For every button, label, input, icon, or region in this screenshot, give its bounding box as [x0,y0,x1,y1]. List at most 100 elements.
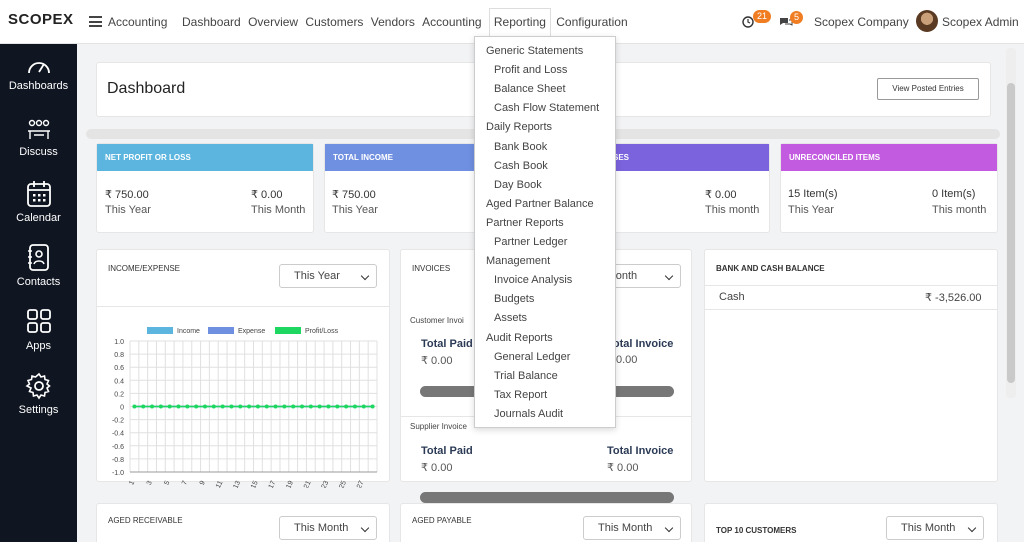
data-point [264,404,269,409]
x-tick-label: 25 [338,480,348,488]
user-menu[interactable]: Scopex Admin [942,15,1019,29]
divider [705,309,997,310]
kpi-label: This Year [788,204,834,216]
section-title: INCOME/EXPENSE [108,264,181,273]
menu-toggle-icon[interactable] [89,16,102,27]
legend-label: Income [177,328,200,335]
supplier-paid-progress-bar [420,492,674,503]
data-point [326,404,331,409]
income-expense-chart: Income Expense Profit/Loss 1.0 0.8 0.6 0.4 0.2 0… [112,327,378,488]
reporting-dropdown-menu: Generic Statements Profit and Loss Balance… [474,36,616,428]
aged-payable-period-select[interactable]: This Month [583,516,681,540]
data-point [229,404,234,409]
kpi-label: This Year [105,204,151,216]
aged-receivable-period-select[interactable]: This Month [279,516,377,540]
section-title: AGED PAYABLE [412,516,472,525]
data-point [317,404,322,409]
income-expense-period-select[interactable]: This Year [279,264,377,288]
sidebar-item-discuss[interactable]: Discuss [0,118,77,158]
nav-configuration[interactable]: Configuration [556,15,628,29]
nav-overview[interactable]: Overview [248,15,299,29]
menu-item[interactable]: Partner Ledger [494,236,568,248]
menu-item[interactable]: Balance Sheet [494,83,566,96]
menu-item[interactable]: Assets [494,312,528,325]
sidebar-item-label: Apps [25,340,52,352]
menu-item[interactable]: Journals Audit [494,407,564,420]
x-tick-label: 17 [268,480,278,488]
kpi-label: This Year [332,204,378,216]
data-point [273,404,278,409]
top-customers-period-select[interactable]: This Month [886,516,984,540]
sidebar-item-label: Settings [18,404,59,416]
menu-item[interactable]: General Ledger [494,350,571,363]
x-tick-label: 13 [232,480,242,488]
data-point [176,404,181,409]
menu-item[interactable]: Invoice Analysis [494,274,573,287]
clock-icon[interactable] [742,16,754,28]
y-tick-label: 0.4 [114,378,124,385]
sidebar-item-label: Contacts [16,276,61,288]
company-switcher[interactable]: Scopex Company [814,15,909,29]
menu-item[interactable]: Trial Balance [494,369,558,382]
x-tick-label: 23 [321,480,331,488]
data-point [335,404,340,409]
nav-accounting[interactable]: Accounting [422,15,482,29]
nav-dashboard[interactable]: Dashboard [182,15,241,29]
supplier-paid-value: ₹ 0.00 [421,462,453,474]
divider [705,285,997,286]
data-point [361,404,366,409]
menu-section-header: Audit Reports [486,331,553,344]
x-tick-label: 27 [356,480,366,488]
nav-vendors[interactable]: Vendors [370,15,415,29]
x-tick-label: 5 [164,480,172,487]
contact-book-icon [27,244,49,271]
menu-item[interactable]: Cash Book [494,159,548,172]
legend-swatch [147,327,173,334]
data-point [150,404,155,409]
sidebar-item-label: Discuss [19,146,58,158]
y-tick-label: 0.6 [114,365,124,372]
menu-item[interactable]: Cash Flow Statement [494,102,600,115]
app-name[interactable]: Accounting [108,15,168,29]
sidebar-item-settings[interactable]: Settings [0,372,77,416]
sidebar-item-calendar[interactable]: Calendar [0,180,77,224]
menu-item[interactable]: Budgets [494,293,535,306]
menu-item[interactable]: Bank Book [494,140,548,153]
menu-item[interactable]: Day Book [494,178,542,191]
x-tick-label: 11 [215,480,224,488]
total-invoice-label: Total Invoice [607,445,674,457]
x-tick-label: 1 [128,480,136,487]
divider [97,306,389,307]
customer-paid-value: ₹ 0.00 [421,355,453,367]
main-nav: Dashboard Overview Customers Vendors Acc… [182,8,632,37]
x-tick-label: 21 [303,480,313,488]
y-tick-label: 0 [120,405,124,412]
nav-customers[interactable]: Customers [305,15,364,29]
avatar[interactable] [916,10,938,32]
sidebar-item-dashboards[interactable]: Dashboards [0,56,77,92]
view-posted-entries-button[interactable]: View Posted Entries [877,78,979,100]
nav-reporting[interactable]: Reporting [488,8,551,37]
sidebar: Dashboards Discuss Calendar Contacts App… [0,44,77,542]
menu-section-header: Daily Reports [486,121,553,134]
menu-item[interactable]: Tax Report [494,388,548,401]
speedometer-icon [27,62,50,74]
data-point [141,404,146,409]
menu-item[interactable]: Profit and Loss [494,64,568,77]
x-tick-label: 7 [181,480,189,487]
sidebar-item-apps[interactable]: Apps [0,308,77,352]
sidebar-item-contacts[interactable]: Contacts [0,244,77,288]
y-tick-label: 1.0 [114,339,124,346]
message-count-badge: 5 [790,11,804,24]
brand-logo[interactable]: SCOPEX [8,11,74,28]
kpi-value: 15 Item(s) [788,188,838,200]
kpi-label: This Month [251,204,306,216]
bank-account-name[interactable]: Cash [719,291,745,303]
supplier-invoice-value: ₹ 0.00 [607,462,639,474]
vertical-scrollbar[interactable] [1006,48,1016,398]
menu-section-header: Aged Partner Balance [486,197,594,210]
apps-grid-icon [26,309,51,333]
data-point [185,404,190,409]
section-title: BANK AND CASH BALANCE [716,264,825,273]
section-title: AGED RECEIVABLE [108,516,183,525]
